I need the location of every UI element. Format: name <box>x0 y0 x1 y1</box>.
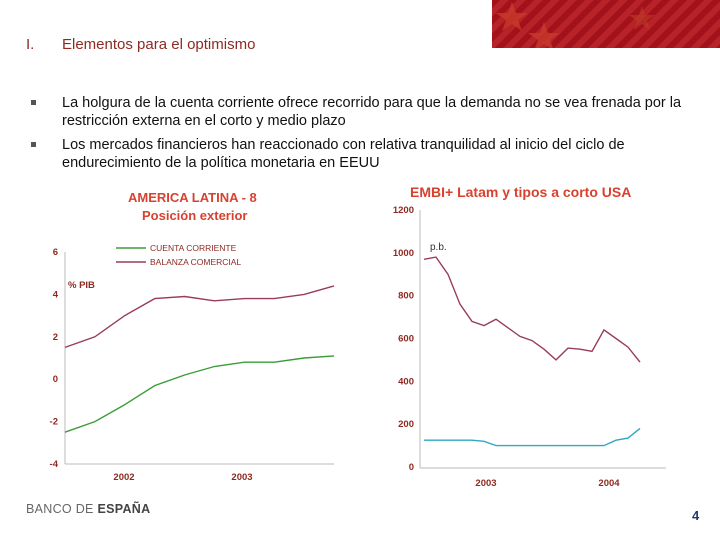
chart2-xtick-2003: 2003 <box>475 478 496 489</box>
chart1-ytick: 6 <box>53 247 58 258</box>
chart1-title: AMERICA LATINA - 8 <box>128 190 257 205</box>
bullet-icon <box>31 142 36 147</box>
section-number: I. <box>26 36 35 53</box>
bullet-text-1: La holgura de la cuenta corriente ofrece… <box>62 95 682 129</box>
chart1-series-line-1 <box>64 355 335 433</box>
bullet-text-2: Los mercados financieros han reaccionado… <box>62 137 625 171</box>
chart-current-account: AMERICA LATINA - 8 Posición exterior 6 4 2… <box>50 190 335 483</box>
chart2-ylabel: p.b. <box>430 242 447 253</box>
chart1-ylabel: % PIB <box>68 280 95 291</box>
star-icon <box>629 6 655 30</box>
chart2-xtick-2004: 2004 <box>598 478 620 489</box>
chart1-ytick: -2 <box>50 417 58 428</box>
chart2-ytick: 200 <box>398 419 414 430</box>
chart-embi: EMBI+ Latam y tipos a corto USA 1200 1000… <box>393 184 666 489</box>
chart1-subtitle: Posición exterior <box>142 208 247 223</box>
chart1-ytick: -4 <box>50 459 59 470</box>
chart2-series-line-2 <box>424 427 641 447</box>
star-pattern <box>496 2 655 48</box>
bullet-icon <box>31 100 36 105</box>
chart2-ytick: 1200 <box>393 205 414 216</box>
page-number: 4 <box>692 508 700 523</box>
chart2-ytick: 600 <box>398 334 414 345</box>
chart2-ytick: 0 <box>409 462 414 473</box>
legend-cuenta-corriente: CUENTA CORRIENTE <box>150 243 237 253</box>
footer-logo: BANCO DE ESPAÑA <box>26 502 151 516</box>
chart2-title: EMBI+ Latam y tipos a corto USA <box>410 184 631 200</box>
page-title: Elementos para el optimismo <box>62 36 256 53</box>
header-banner <box>492 0 720 48</box>
legend-balanza-comercial: BALANZA COMERCIAL <box>150 257 241 267</box>
chart1-xtick-2002: 2002 <box>113 472 134 483</box>
chart2-ytick: 400 <box>398 376 414 387</box>
chart2-ytick: 1000 <box>393 248 414 259</box>
chart1-xtick-2003: 2003 <box>231 472 252 483</box>
chart2-series-line-1 <box>423 256 641 363</box>
chart1-series-line-2 <box>64 285 335 349</box>
chart1-ytick: 0 <box>53 374 58 385</box>
chart1-ytick: 4 <box>53 289 59 300</box>
chart2-ytick: 800 <box>398 291 414 302</box>
chart1-ytick: 2 <box>53 332 58 343</box>
star-icon <box>496 2 528 31</box>
star-icon <box>528 22 560 48</box>
